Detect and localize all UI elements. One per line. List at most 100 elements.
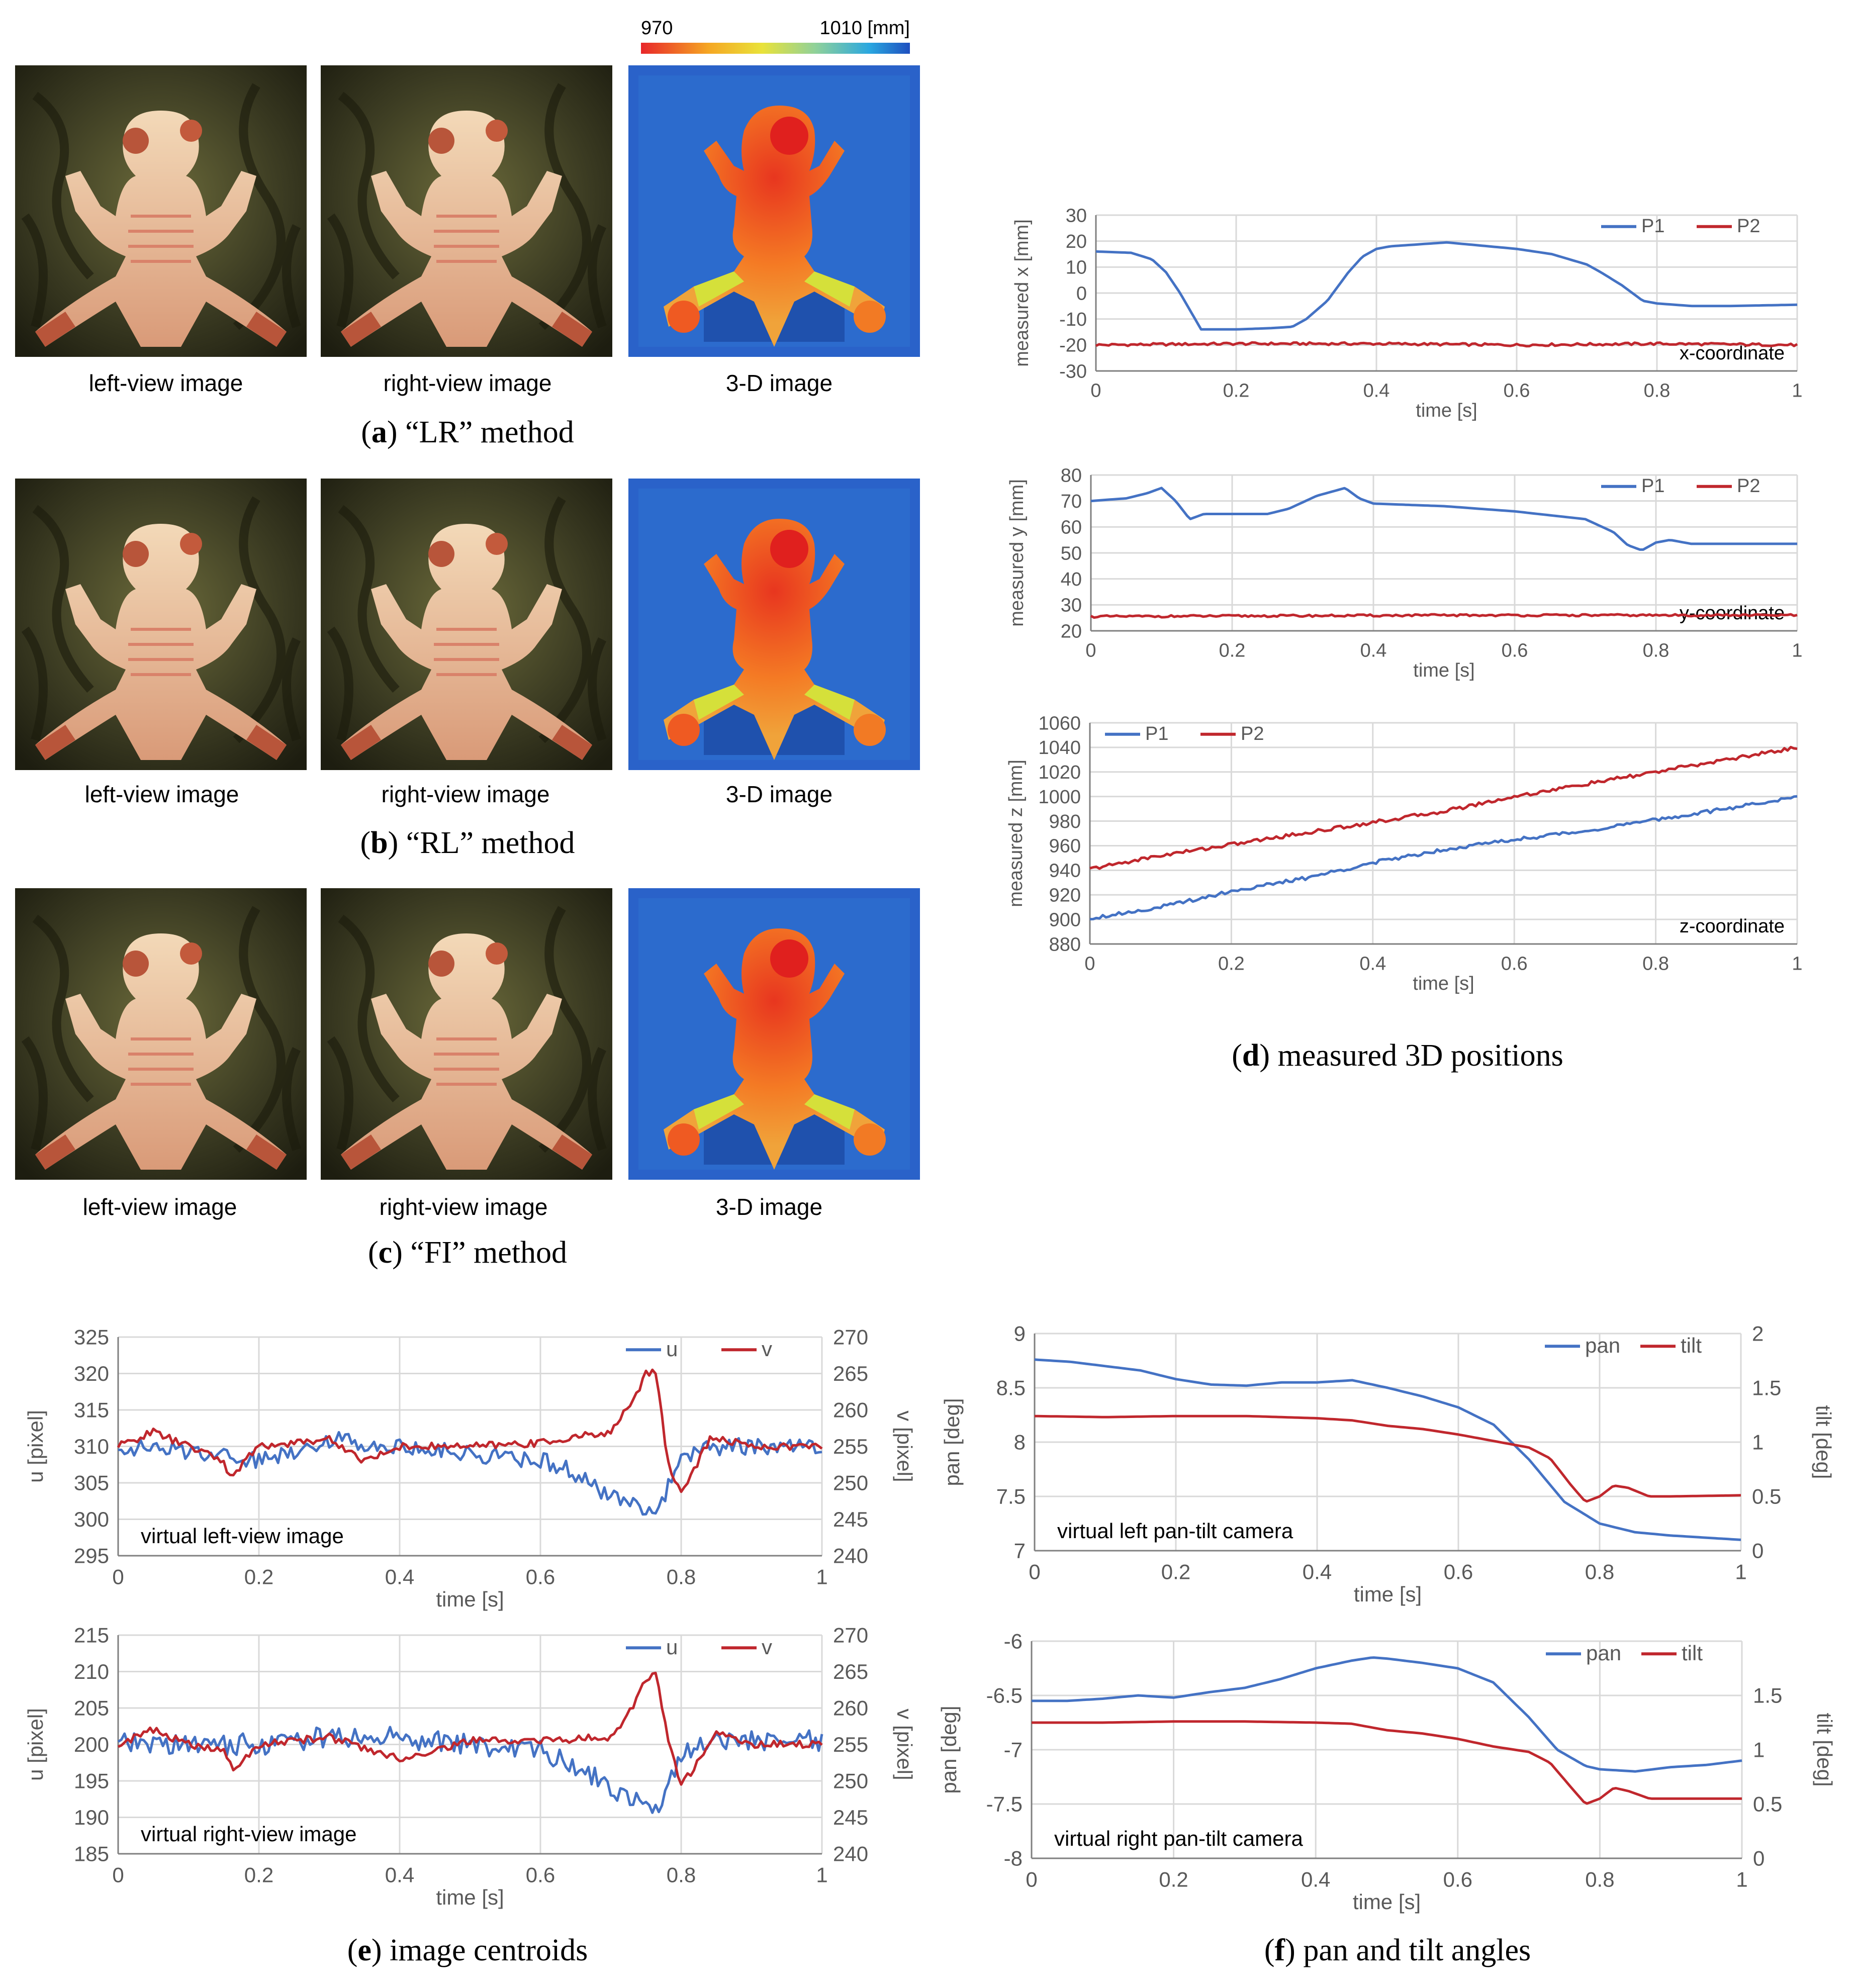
y-tick-label: -30 xyxy=(1059,361,1087,382)
x-tick-label: 0 xyxy=(1085,640,1096,661)
legend-label-v: v xyxy=(762,1635,772,1659)
y-tick-label: -7 xyxy=(1004,1738,1023,1762)
y2-tick-label: 265 xyxy=(833,1362,868,1385)
y-tick-label: 1040 xyxy=(1038,737,1081,759)
x-tick-label: 0.2 xyxy=(1219,640,1246,661)
y-tick-label: 20 xyxy=(1061,621,1082,642)
y2-tick-label: 0.5 xyxy=(1752,1485,1781,1508)
panel-c-left-view-photo xyxy=(15,888,307,1180)
y2-tick-label: 265 xyxy=(833,1660,868,1683)
y2-tick-label: 270 xyxy=(833,1326,868,1349)
depth-colorbar: 970 1010 [mm] xyxy=(641,18,910,54)
panel-b-right-view-photo xyxy=(321,479,612,770)
y-tick-label: 1060 xyxy=(1038,713,1081,734)
x-tick-label: 0.8 xyxy=(1642,953,1669,974)
x-tick-label: 0.6 xyxy=(1501,953,1528,974)
panel-a-caption: (a) “LR” method xyxy=(361,415,574,449)
legend-label-u: u xyxy=(666,1337,678,1361)
x-axis-label: time [s] xyxy=(1413,973,1474,994)
series-line-P2 xyxy=(1090,613,1798,619)
y-tick-label: -6 xyxy=(1004,1630,1023,1653)
x-tick-label: 0.4 xyxy=(385,1863,414,1887)
y-tick-label: 195 xyxy=(74,1769,109,1793)
x-tick-label: 0.8 xyxy=(1643,640,1670,661)
chart-annotation: y-coordinate xyxy=(1680,603,1785,624)
panel-c-label-right: right-view image xyxy=(380,1194,548,1220)
legend-label-P2: P2 xyxy=(1737,216,1760,237)
legend-label-P1: P1 xyxy=(1641,476,1664,497)
legend-label-P2: P2 xyxy=(1241,723,1264,744)
x-tick-label: 1 xyxy=(1736,1868,1747,1891)
x-tick-label: 1 xyxy=(816,1863,827,1887)
series-line-v xyxy=(117,1368,823,1493)
y-tick-label: 7 xyxy=(1014,1539,1026,1563)
y2-axis-label: tilt [deg] xyxy=(1813,1713,1836,1786)
y-tick-label: -6.5 xyxy=(986,1684,1023,1708)
y-axis-label: measured x [mm] xyxy=(1011,219,1033,367)
panel-c-caption: (c) “FI” method xyxy=(368,1236,567,1270)
x-axis-label: time [s] xyxy=(1413,660,1474,681)
legend-label-pan: pan xyxy=(1586,1641,1621,1665)
y-axis-label: u [pixel] xyxy=(24,1708,47,1781)
y-tick-label: 40 xyxy=(1061,569,1082,590)
panel-b-caption: (b) “RL” method xyxy=(360,826,575,860)
x-tick-label: 0 xyxy=(112,1863,124,1887)
y-axis-label: pan [deg] xyxy=(937,1706,961,1793)
x-tick-label: 0.8 xyxy=(667,1565,696,1589)
y-tick-label: 325 xyxy=(74,1326,109,1349)
colorbar-gradient xyxy=(641,43,910,54)
x-tick-label: 0.6 xyxy=(1444,1560,1473,1584)
y-tick-label: 8.5 xyxy=(996,1376,1026,1400)
series-line-P1 xyxy=(1095,241,1798,331)
y2-axis-label: v [pixel] xyxy=(893,1410,916,1482)
chart-x-coordinate: -30 -20 -10 0 10 20 30 0 0.2 0.4 0.6 0.8 1 time [s] me… xyxy=(1011,205,1803,421)
x-tick-label: 1 xyxy=(1792,640,1802,661)
y-tick-label: 9 xyxy=(1014,1322,1026,1346)
y-tick-label: 210 xyxy=(74,1660,109,1683)
x-tick-label: 0.8 xyxy=(1644,380,1671,401)
x-tick-label: 0.2 xyxy=(1159,1868,1188,1891)
y-tick-label: 900 xyxy=(1049,909,1081,930)
y2-tick-label: 240 xyxy=(833,1842,868,1866)
colorbar-max-label: 1010 [mm] xyxy=(819,18,910,39)
x-axis-label: time [s] xyxy=(1354,1582,1422,1606)
y-tick-label: 200 xyxy=(74,1733,109,1756)
y2-tick-label: 250 xyxy=(833,1769,868,1793)
legend-label-P1: P1 xyxy=(1145,723,1168,744)
x-tick-label: 1 xyxy=(1735,1560,1746,1584)
panel-c-3d-depth-image xyxy=(628,888,920,1180)
y-tick-label: 80 xyxy=(1061,465,1082,486)
y-tick-label: 190 xyxy=(74,1806,109,1829)
y2-axis-label: tilt [deg] xyxy=(1812,1405,1835,1479)
y2-tick-label: 250 xyxy=(833,1471,868,1495)
x-tick-label: 0.2 xyxy=(244,1863,273,1887)
series-line-v xyxy=(118,1671,823,1786)
y2-tick-label: 260 xyxy=(833,1696,868,1720)
panel-c: left-view image right-view image 3-D ima… xyxy=(15,888,920,1270)
legend-label-tilt: tilt xyxy=(1681,1334,1702,1357)
chart-annotation: virtual left pan-tilt camera xyxy=(1057,1519,1293,1543)
x-tick-label: 0.6 xyxy=(526,1863,555,1887)
x-tick-label: 0.2 xyxy=(1161,1560,1190,1584)
chart-annotation: virtual right pan-tilt camera xyxy=(1054,1827,1303,1850)
legend-label-u: u xyxy=(666,1635,678,1659)
y2-axis-label: v [pixel] xyxy=(893,1709,916,1780)
y2-tick-label: 1.5 xyxy=(1753,1684,1782,1708)
y-tick-label: 70 xyxy=(1061,491,1082,512)
x-tick-label: 0.4 xyxy=(385,1565,414,1589)
x-tick-label: 0 xyxy=(112,1565,124,1589)
series-line-P2 xyxy=(1095,341,1798,348)
chart-annotation: virtual left-view image xyxy=(141,1524,344,1548)
y-tick-label: 10 xyxy=(1066,257,1087,278)
y-tick-label: 205 xyxy=(74,1696,109,1720)
panel-b-left-view-photo xyxy=(15,479,307,770)
chart-right-pan-tilt: -8-7.5-7-6.5-60 0.2 0.4 0.6 0.8 100.511.5time… xyxy=(937,1630,1836,1914)
y-tick-label: 185 xyxy=(74,1842,109,1866)
chart-annotation: z-coordinate xyxy=(1680,916,1785,937)
x-tick-label: 0 xyxy=(1090,380,1101,401)
panel-b-label-left: left-view image xyxy=(85,781,239,807)
y-tick-label: 960 xyxy=(1049,836,1081,857)
x-tick-label: 0.8 xyxy=(667,1863,696,1887)
series-line-u xyxy=(118,1431,822,1516)
